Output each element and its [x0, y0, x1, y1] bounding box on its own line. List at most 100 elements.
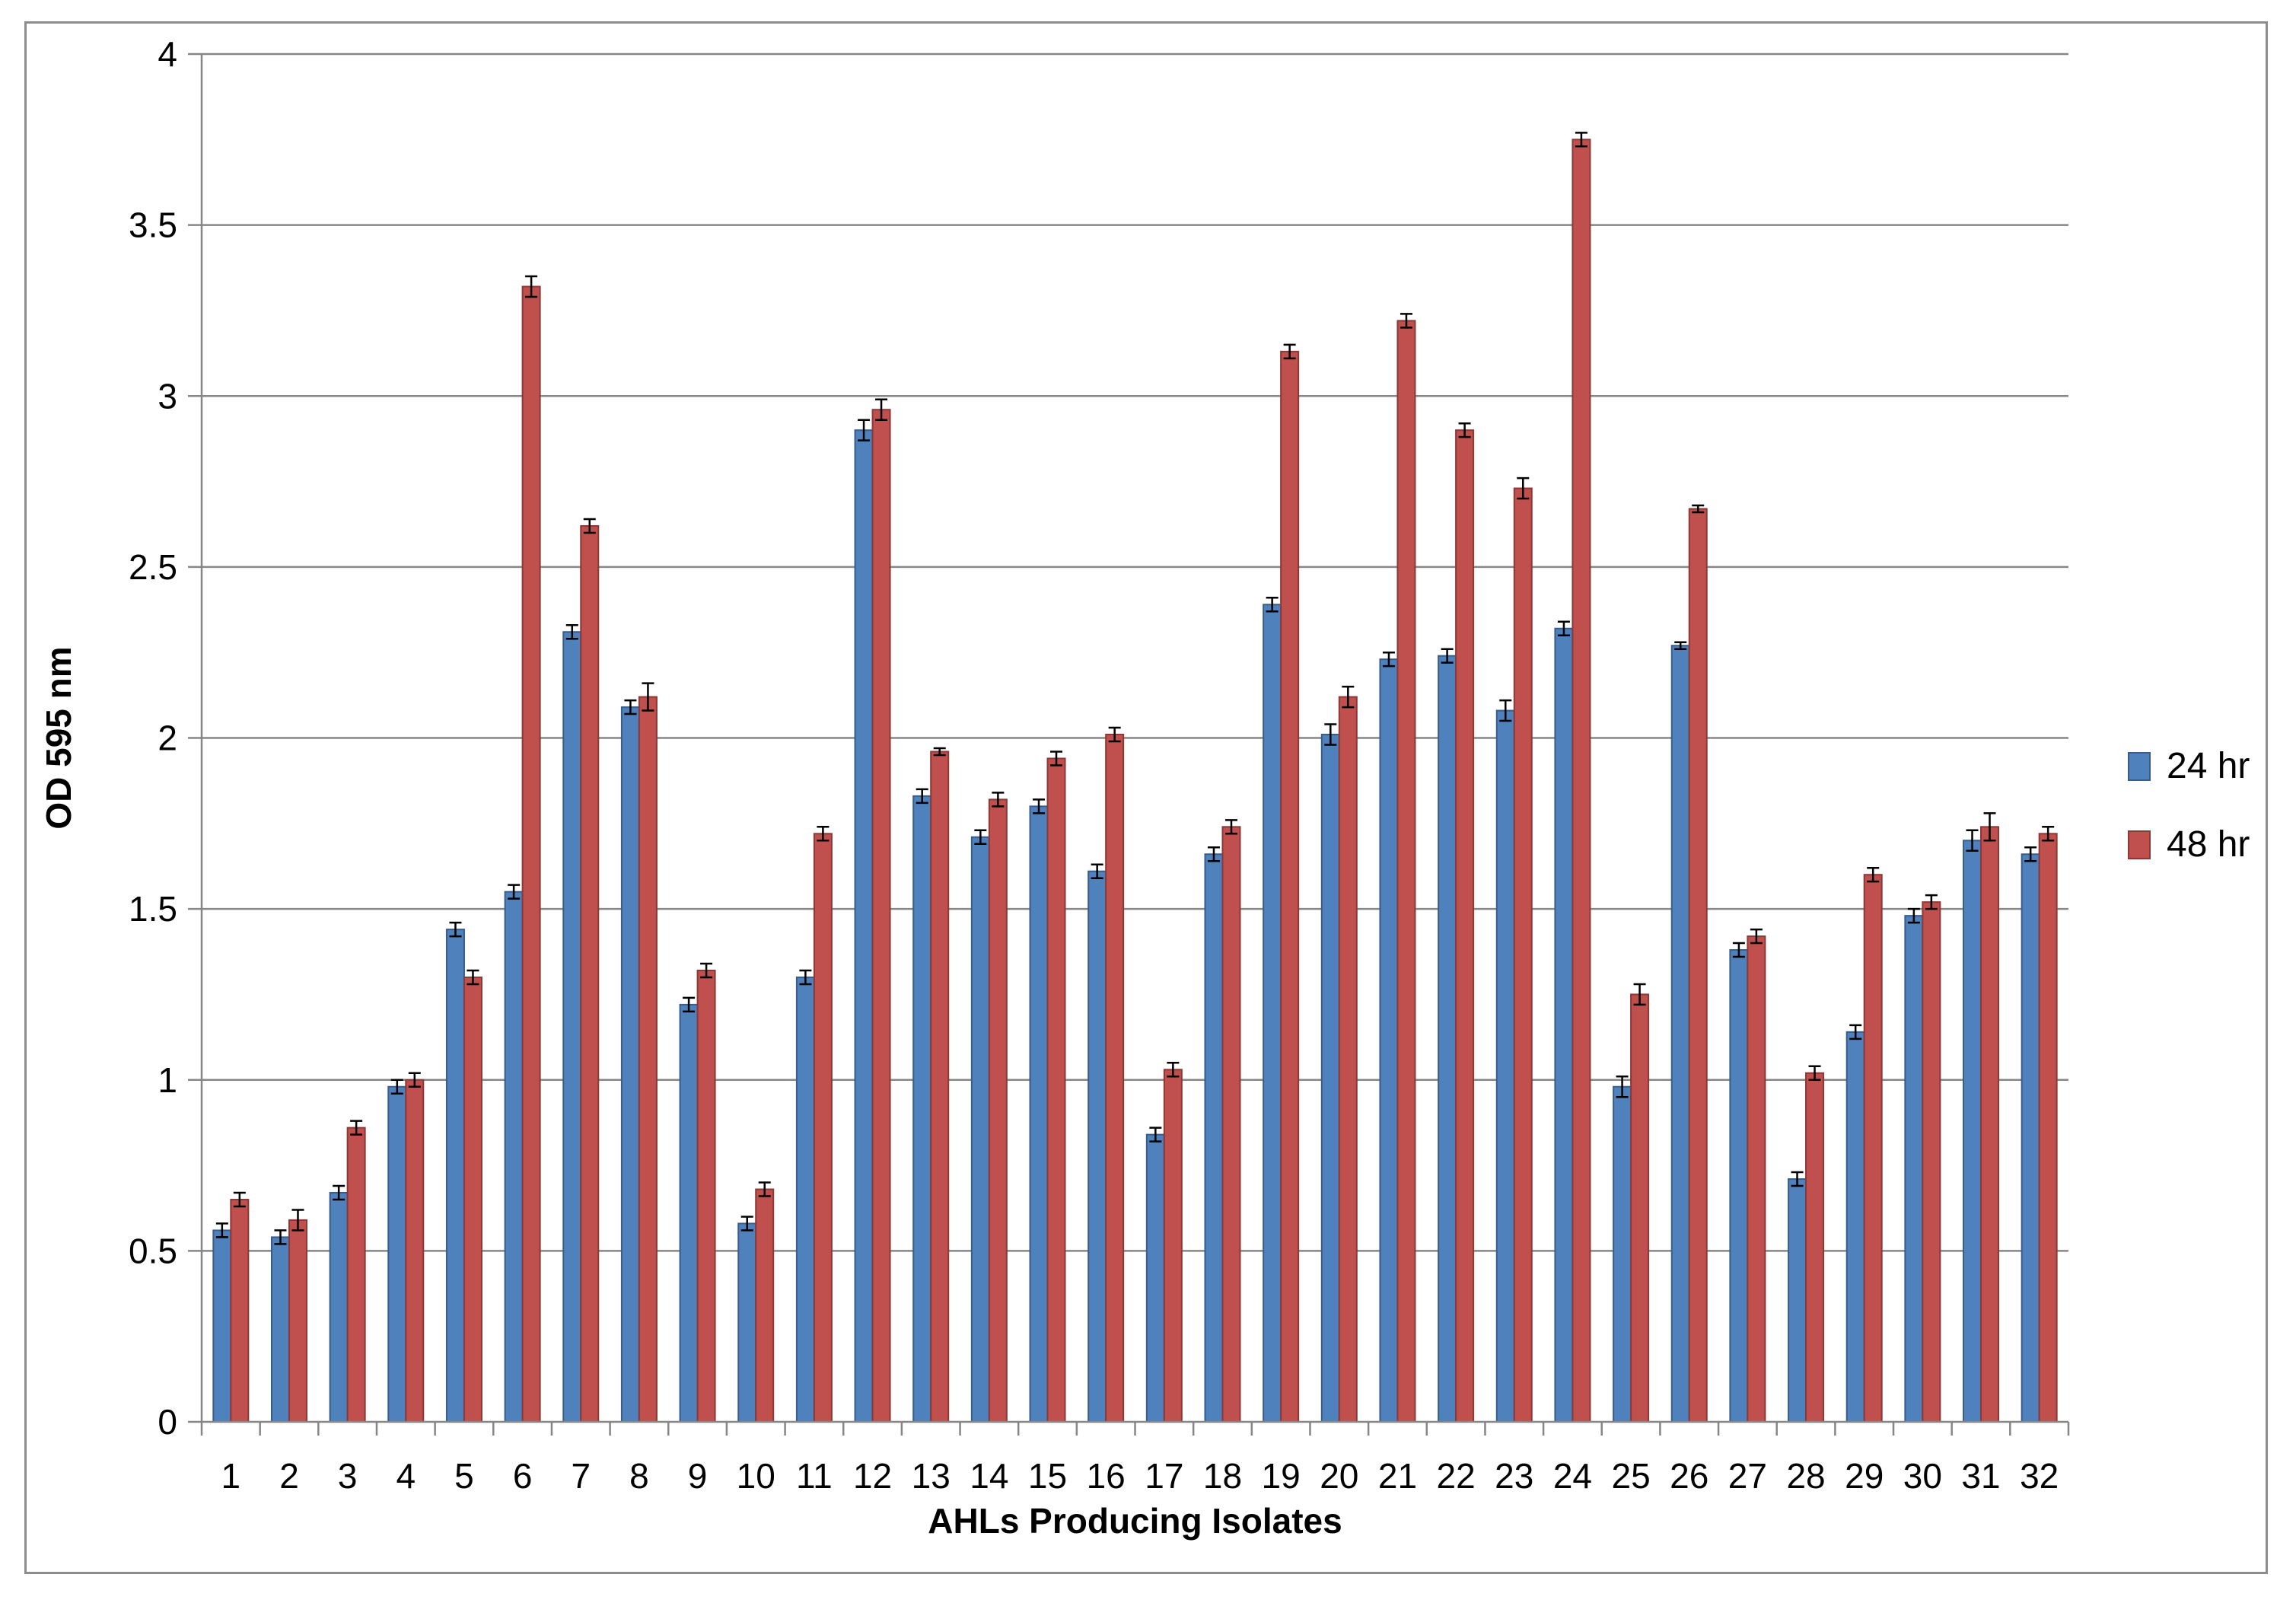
x-tick-label: 2 [279, 1456, 299, 1496]
x-tick-label: 10 [737, 1456, 775, 1496]
bar-24hr [1145, 1133, 1165, 1423]
bar-48hr [1863, 874, 1883, 1423]
bar-24hr [504, 891, 524, 1423]
x-tick-label: 5 [454, 1456, 474, 1496]
x-tick-label: 12 [853, 1456, 892, 1496]
bar-24hr [387, 1085, 407, 1423]
bar-24hr [445, 929, 465, 1423]
bar-48hr [1980, 826, 2000, 1423]
bar-48hr [1396, 320, 1416, 1423]
bar-48hr [230, 1198, 250, 1423]
tick-labels: 00.511.522.533.541 2 3 4 5 6 7 8 9 10 11 12 13 14 15 16… [129, 34, 2059, 1496]
y-axis-title: OD 595 nm [39, 646, 78, 829]
x-tick-label: 14 [970, 1456, 1008, 1496]
y-tick-label: 0 [158, 1402, 177, 1442]
bar-48hr [1513, 487, 1533, 1423]
x-tick-label: 24 [1553, 1456, 1592, 1496]
bar-48hr [696, 969, 716, 1423]
bar-24hr [1379, 658, 1399, 1423]
bar-24hr [679, 1003, 699, 1423]
bar-48hr [755, 1188, 775, 1423]
x-axis-title: AHLs Producing Isolates [928, 1501, 1342, 1541]
y-tick-label: 1.5 [129, 889, 177, 929]
chart-svg: 00.511.522.533.541 2 3 4 5 6 7 8 9 10 11 12 13 14 15 16… [39, 34, 2250, 1541]
bar-48hr [988, 798, 1008, 1423]
bar-24hr [212, 1229, 232, 1423]
bar-48hr [1922, 901, 1941, 1423]
x-tick-label: 30 [1903, 1456, 1942, 1496]
x-tick-label: 25 [1611, 1456, 1650, 1496]
x-tick-label: 32 [2020, 1456, 2059, 1496]
legend-label-24hr: 24 hr [2167, 746, 2250, 786]
legend-label-48hr: 48 hr [2167, 824, 2250, 865]
bar-24hr [620, 706, 640, 1423]
x-tick-label: 22 [1437, 1456, 1476, 1496]
bar-48hr [580, 524, 600, 1423]
x-tick-label: 3 [338, 1456, 358, 1496]
bar-48hr [288, 1219, 307, 1423]
bar-24hr [1263, 604, 1282, 1423]
bar-48hr [813, 833, 833, 1423]
bar-24hr [1845, 1031, 1865, 1423]
legend-swatch-48hr [2128, 830, 2151, 859]
x-tick-label: 9 [688, 1456, 708, 1496]
x-tick-label: 20 [1320, 1456, 1358, 1496]
x-tick-label: 23 [1495, 1456, 1533, 1496]
bar-24hr [1029, 805, 1049, 1423]
bar-24hr [329, 1192, 349, 1423]
bar-48hr [930, 751, 950, 1423]
bar-48hr [1572, 139, 1591, 1423]
y-tick-label: 2.5 [129, 547, 177, 587]
bar-48hr [1280, 350, 1300, 1423]
bar-48hr [638, 696, 658, 1423]
bar-24hr [1963, 840, 1982, 1423]
bar-24hr [1495, 709, 1515, 1423]
bar-48hr [1163, 1069, 1183, 1423]
bar-24hr [1087, 870, 1107, 1423]
bar-48hr [871, 409, 891, 1423]
bar-24hr [1204, 853, 1224, 1423]
bar-24hr [854, 429, 874, 1423]
y-tick-label: 4 [158, 34, 177, 74]
x-tick-label: 18 [1203, 1456, 1242, 1496]
bar-48hr [1221, 826, 1241, 1423]
bar-48hr [521, 285, 541, 1423]
x-tick-label: 11 [796, 1456, 833, 1496]
x-tick-label: 17 [1145, 1456, 1183, 1496]
y-tick-label: 3.5 [129, 206, 177, 245]
x-tick-label: 16 [1087, 1456, 1126, 1496]
bar-24hr [1729, 949, 1749, 1423]
bar-24hr [1438, 655, 1457, 1423]
x-tick-label: 28 [1786, 1456, 1825, 1496]
bar-24hr [1670, 645, 1690, 1423]
x-tick-label: 27 [1728, 1456, 1767, 1496]
bar-24hr [912, 795, 932, 1423]
legend: 24 hr 48 hr [2128, 746, 2250, 865]
x-tick-label: 21 [1378, 1456, 1417, 1496]
x-tick-label: 13 [912, 1456, 951, 1496]
bar-48hr [1805, 1072, 1825, 1423]
bar-48hr [1688, 508, 1708, 1423]
legend-swatch-24hr [2128, 752, 2151, 781]
bar-48hr [1105, 734, 1125, 1423]
chart-frame: 0 0.5 1 1.5 2 2.5 3 3.5 4 1 2 3 4 5 6 7 8 9 10 11 12 13 14 15 16… [24, 21, 2268, 1574]
bar-48hr [1630, 993, 1650, 1423]
x-tick-label: 26 [1670, 1456, 1708, 1496]
bar-48hr [1455, 429, 1475, 1423]
bar-24hr [1320, 734, 1340, 1423]
bar-48hr [405, 1079, 425, 1423]
bar-24hr [1613, 1085, 1632, 1423]
x-tick-label: 7 [571, 1456, 591, 1496]
axes [188, 53, 2070, 1436]
x-tick-label: 8 [629, 1456, 649, 1496]
bar-24hr [1788, 1178, 1807, 1423]
x-tick-label: 19 [1262, 1456, 1301, 1496]
bar-24hr [562, 631, 582, 1423]
bar-24hr [1554, 627, 1574, 1423]
bar-24hr [970, 836, 990, 1423]
bar-24hr [270, 1236, 290, 1423]
x-tick-label: 31 [1961, 1456, 2000, 1496]
bar-24hr [737, 1222, 757, 1423]
bar-48hr [1747, 935, 1766, 1423]
x-tick-label: 4 [396, 1456, 416, 1496]
